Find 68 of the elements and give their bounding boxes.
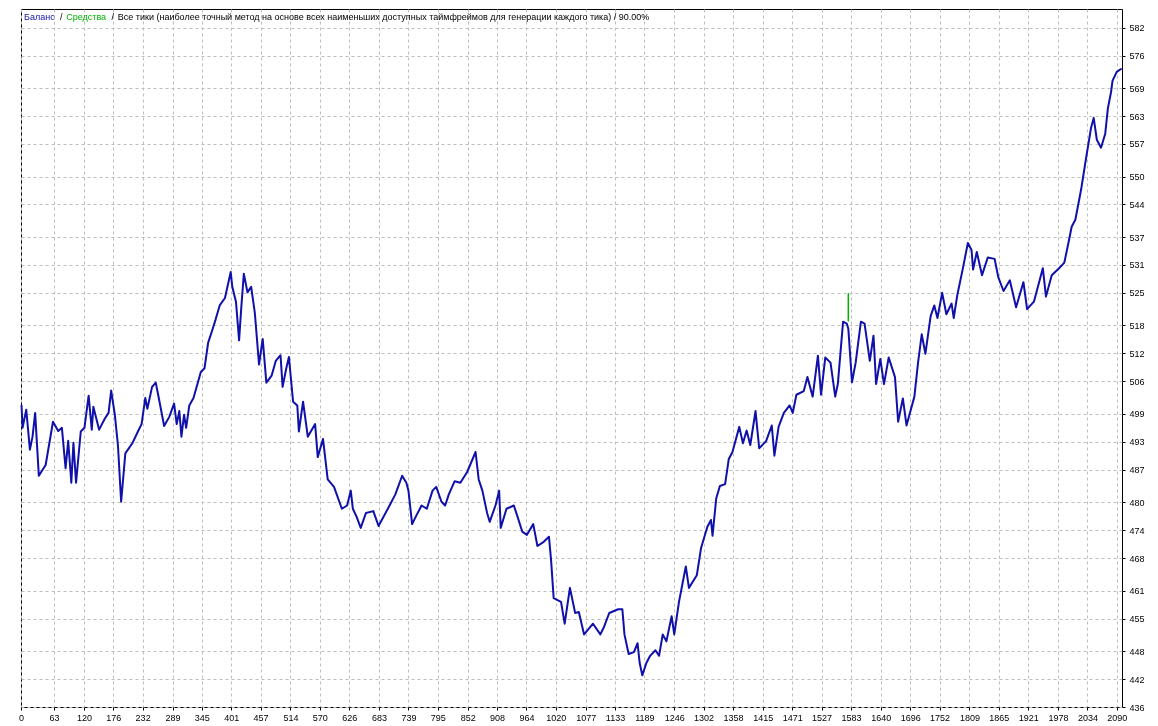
- x-tick-label: 1077: [576, 712, 597, 723]
- y-tick-label: 487: [1129, 465, 1145, 476]
- x-tick-label: 1696: [900, 712, 921, 723]
- y-tick-label: 569: [1129, 83, 1145, 94]
- y-tick-label: 557: [1129, 139, 1145, 150]
- x-tick-label: 1415: [753, 712, 774, 723]
- x-tick-label: 1020: [546, 712, 567, 723]
- chart-title: Все тики (наиболее точный метод на основе всех наименьших доступных таймфреймов для генерации каждого тика) / 90.00%: [117, 12, 650, 22]
- x-tick-label: 1640: [871, 712, 892, 723]
- x-tick-label: 1752: [930, 712, 951, 723]
- y-tick-label: 480: [1129, 497, 1145, 508]
- x-tick-label: 1921: [1018, 712, 1039, 723]
- y-tick-label: 544: [1129, 199, 1145, 210]
- x-tick-label: 1865: [989, 712, 1010, 723]
- x-tick-label: 176: [106, 712, 122, 723]
- annotation: /: [60, 12, 64, 22]
- x-tick-label: 1189: [635, 712, 655, 723]
- x-tick-label: 626: [342, 712, 358, 723]
- text: Средства: [66, 12, 107, 22]
- y-tick-label: 525: [1129, 288, 1145, 299]
- x-tick-label: 683: [372, 712, 388, 723]
- x-tick-label: 289: [165, 712, 181, 723]
- y-tick-label: 506: [1129, 376, 1145, 387]
- x-tick-label: 0: [18, 712, 25, 723]
- y-tick-label: 582: [1129, 23, 1145, 34]
- x-tick-label: 2090: [1107, 712, 1128, 723]
- x-tick-label: 1246: [664, 712, 685, 723]
- line-series: [20, 68, 1122, 677]
- x-tick-label: 739: [401, 712, 417, 723]
- x-tick-label: 1809: [959, 712, 980, 723]
- y-tick-label: 474: [1129, 525, 1145, 536]
- y-tick-label: 550: [1129, 172, 1145, 183]
- x-tick-label: 1978: [1048, 712, 1069, 723]
- x-tick-label: 908: [490, 712, 506, 723]
- y-tick-label: 455: [1129, 614, 1145, 625]
- x-tick-label: 1358: [723, 712, 744, 723]
- y-tick-label: 493: [1129, 437, 1145, 448]
- y-tick-label: 512: [1129, 348, 1145, 359]
- x-tick-label: 1133: [605, 712, 626, 723]
- y-tick-label: 461: [1129, 586, 1145, 597]
- x-tick-label: 1583: [841, 712, 862, 723]
- x-tick-label: 514: [283, 712, 299, 723]
- x-tick-label: 401: [224, 712, 240, 723]
- y-tick-label: 518: [1129, 320, 1145, 331]
- x-tick-label: 120: [76, 712, 92, 723]
- y-tick-label: 531: [1129, 260, 1145, 271]
- annotation: /: [111, 12, 115, 22]
- y-tick-label: 436: [1129, 702, 1145, 713]
- x-tick-label: 795: [430, 712, 446, 723]
- y-tick-label: 448: [1129, 646, 1145, 657]
- text: Баланс: [24, 12, 56, 22]
- y-tick-label: 442: [1129, 674, 1145, 685]
- x-tick-label: 964: [519, 712, 535, 723]
- y-tick-label: 537: [1129, 232, 1145, 243]
- x-tick-label: 570: [312, 712, 328, 723]
- x-tick-label: 63: [49, 712, 60, 723]
- y-tick-label: 499: [1129, 409, 1145, 420]
- x-tick-label: 852: [460, 712, 476, 723]
- y-tick-label: 468: [1129, 553, 1145, 564]
- x-tick-label: 457: [253, 712, 269, 723]
- y-tick-label: 576: [1129, 51, 1145, 62]
- x-tick-label: 2034: [1077, 712, 1098, 723]
- x-tick-label: 1527: [812, 712, 833, 723]
- x-tick-label: 1302: [694, 712, 715, 723]
- x-tick-label: 1471: [782, 712, 803, 723]
- x-tick-label: 232: [135, 712, 151, 723]
- x-tick-label: 345: [194, 712, 210, 723]
- y-tick-label: 563: [1129, 111, 1145, 122]
